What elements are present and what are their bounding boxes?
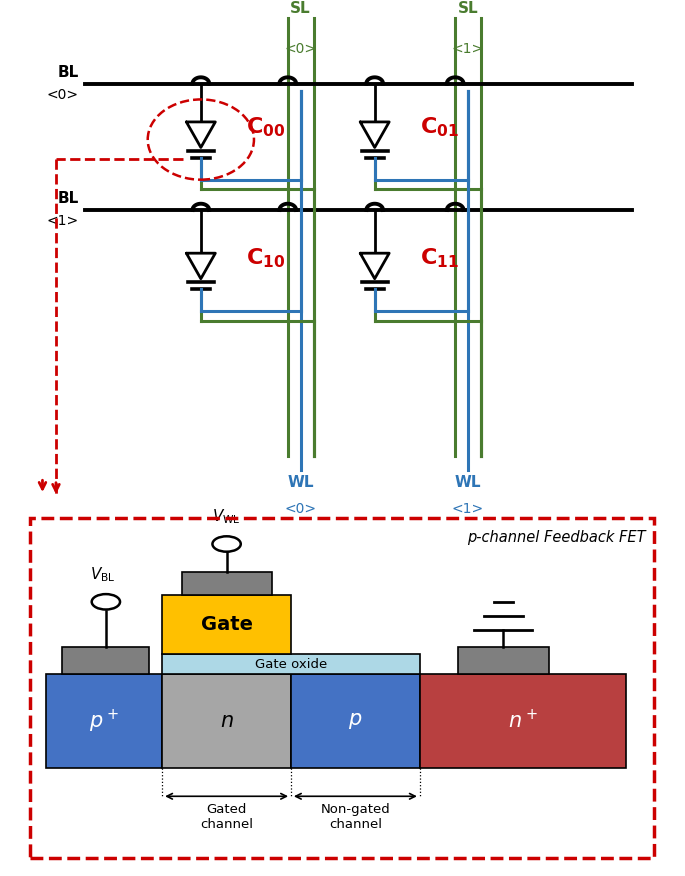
Text: Gated
channel: Gated channel [200, 803, 253, 831]
Text: <1>: <1> [452, 502, 484, 516]
Text: Gate: Gate [201, 615, 253, 634]
Text: p-channel Feedback FET: p-channel Feedback FET [466, 530, 645, 545]
Text: $V_{\rm BL}$: $V_{\rm BL}$ [90, 566, 115, 584]
Bar [182, 572, 272, 595]
Bar [458, 647, 549, 674]
Text: BL: BL [58, 191, 79, 206]
Text: BL: BL [58, 65, 79, 80]
Text: SL: SL [458, 1, 478, 16]
Text: <0>: <0> [47, 88, 79, 102]
Text: $n^+$: $n^+$ [508, 710, 538, 732]
Bar [420, 674, 626, 768]
Text: <1>: <1> [452, 42, 484, 56]
Text: WL: WL [288, 475, 314, 490]
Text: $\mathbf{C_{11}}$: $\mathbf{C_{11}}$ [420, 247, 459, 271]
Polygon shape [186, 253, 215, 279]
Text: <0>: <0> [285, 502, 316, 516]
Text: Non-gated
channel: Non-gated channel [321, 803, 390, 831]
Text: WL: WL [455, 475, 482, 490]
Text: $\mathbf{C_{10}}$: $\mathbf{C_{10}}$ [246, 247, 285, 271]
Bar [62, 647, 149, 674]
Bar [291, 674, 420, 768]
Text: $p$: $p$ [348, 711, 362, 731]
Text: $n$: $n$ [220, 711, 234, 731]
Text: $p^+$: $p^+$ [89, 707, 119, 735]
Polygon shape [360, 253, 389, 279]
Text: $\mathbf{C_{00}}$: $\mathbf{C_{00}}$ [246, 116, 285, 139]
Text: <1>: <1> [47, 214, 79, 228]
Polygon shape [186, 122, 215, 147]
Text: <0>: <0> [285, 42, 316, 56]
Bar [162, 654, 420, 674]
Text: $\mathbf{C_{01}}$: $\mathbf{C_{01}}$ [420, 116, 459, 139]
Bar [162, 674, 291, 768]
Text: $V_{\rm WL}$: $V_{\rm WL}$ [212, 508, 241, 526]
Text: SL: SL [290, 1, 311, 16]
Bar [47, 674, 162, 768]
Text: $I_{\rm SL}$: $I_{\rm SL}$ [470, 646, 487, 663]
Text: Gate oxide: Gate oxide [255, 658, 327, 670]
Polygon shape [360, 122, 389, 147]
Bar [162, 595, 291, 654]
